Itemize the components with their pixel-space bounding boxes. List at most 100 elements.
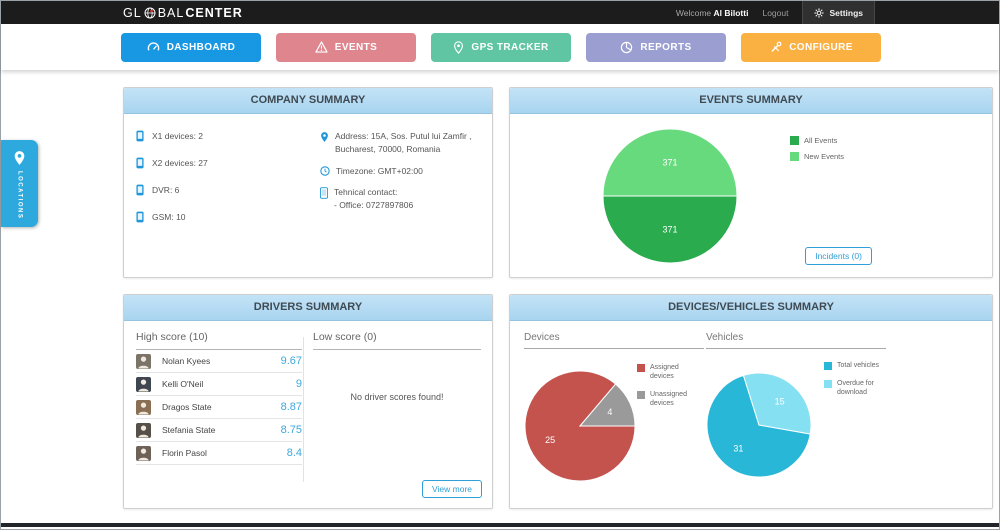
svg-text:4: 4	[607, 407, 612, 417]
legend-item: Overdue for download	[824, 379, 889, 397]
legend-label: Assigned devices	[650, 364, 679, 381]
devices-pie-chart: 25 4	[524, 370, 636, 482]
gauge-icon	[147, 41, 160, 54]
driver-avatar	[136, 445, 151, 461]
company-summary-body: X1 devices: 2 X2 devices: 27 DVR: 6 GSM:…	[124, 114, 492, 277]
driver-avatar	[136, 353, 151, 369]
logout-link[interactable]: Logout	[762, 7, 789, 18]
svg-text:15: 15	[775, 397, 785, 407]
legend-swatch	[824, 380, 832, 389]
legend-label: Unassigned devices	[650, 391, 687, 408]
drivers-summary-body: High score (10) Nolan Kyees 9.67 Kelli O…	[124, 321, 492, 508]
address-row: Address: 15A, Sos. Putul lui Zamfir , Bu…	[320, 130, 485, 156]
devices-vehicles-body: Devices Vehicles 25 4 Assigned devices Un…	[510, 321, 992, 508]
logo-text: GL	[123, 5, 142, 20]
nav-label: EVENTS	[334, 41, 378, 53]
mobile-device-icon	[136, 157, 144, 169]
legend-item: Unassigned devices	[637, 390, 702, 408]
legend-label: Overdue for download	[837, 380, 874, 397]
drivers-summary-title: DRIVERS SUMMARY	[124, 295, 492, 321]
low-score-header: Low score (0)	[313, 331, 481, 350]
vehicles-pie-chart: 31 15	[706, 372, 812, 478]
svg-text:31: 31	[733, 443, 743, 453]
nav-gps-tracker-button[interactable]: GPS TRACKER	[431, 32, 571, 62]
mobile-device-icon	[136, 184, 144, 196]
wrench-icon	[769, 41, 782, 54]
app-logo: GL BAL CENTER	[123, 1, 243, 24]
legend-swatch	[637, 364, 645, 372]
driver-name: Stefania State	[162, 425, 216, 435]
company-summary-panel: COMPANY SUMMARY X1 devices: 2 X2 devices…	[123, 87, 493, 278]
timezone-row: Timezone: GMT+02:00	[320, 165, 485, 178]
driver-score: 9	[295, 378, 302, 390]
address-pin-icon	[321, 132, 328, 142]
legend-label: Total vehicles	[837, 362, 880, 369]
nav-label: REPORTS	[640, 41, 692, 53]
device-count-list: X1 devices: 2 X2 devices: 27 DVR: 6 GSM:…	[136, 130, 208, 238]
events-pie-chart: 371 371	[602, 128, 738, 264]
column-divider	[303, 337, 304, 482]
warning-icon	[315, 41, 328, 53]
device-count-item: DVR: 6	[136, 184, 208, 196]
address-text: Address: 15A, Sos. Putul lui Zamfir , Bu…	[335, 131, 472, 154]
nav-events-button[interactable]: EVENTS	[276, 32, 416, 62]
svg-text:371: 371	[662, 225, 677, 235]
location-pin-icon	[14, 151, 25, 165]
driver-avatar	[136, 422, 151, 438]
device-count-item: X1 devices: 2	[136, 130, 208, 142]
device-count-item: X2 devices: 27	[136, 157, 208, 169]
globe-icon	[144, 7, 156, 18]
welcome-text: Welcome Al Bilotti	[675, 7, 749, 18]
driver-row[interactable]: Nolan Kyees 9.67	[136, 350, 302, 373]
devices-vehicles-title: DEVICES/VEHICLES SUMMARY	[510, 295, 992, 321]
main-nav: DASHBOARD EVENTS GPS TRACKER REPORTS CON…	[1, 24, 999, 70]
mobile-device-icon	[136, 130, 144, 142]
contact-text: Tehnical contact: - Office: 0727897806	[334, 187, 414, 210]
map-pin-icon	[453, 40, 464, 54]
events-legend: All Events New Events	[790, 136, 844, 168]
svg-text:371: 371	[662, 158, 677, 168]
legend-item: All Events	[790, 136, 844, 145]
driver-row[interactable]: Florin Pasol 8.4	[136, 442, 302, 465]
legend-label: All Events	[804, 136, 838, 145]
nav-dashboard-button[interactable]: DASHBOARD	[121, 32, 261, 62]
driver-avatar	[136, 376, 151, 392]
legend-item: Total vehicles	[824, 361, 889, 370]
device-count-item: GSM: 10	[136, 211, 208, 223]
driver-score: 8.4	[286, 447, 302, 459]
user-name: Al Bilotti	[713, 7, 749, 18]
locations-label: LOCATIONS	[16, 171, 23, 220]
drivers-summary-panel: DRIVERS SUMMARY High score (10) Nolan Ky…	[123, 294, 493, 509]
driver-avatar	[136, 399, 151, 415]
driver-name: Florin Pasol	[162, 448, 207, 458]
legend-swatch	[790, 136, 799, 145]
clock-icon	[320, 165, 330, 176]
devices-legend: Assigned devices Unassigned devices	[637, 363, 702, 417]
nav-configure-button[interactable]: CONFIGURE	[741, 32, 881, 62]
locations-tab[interactable]: LOCATIONS	[1, 140, 38, 227]
driver-name: Kelli O'Neil	[162, 379, 204, 389]
legend-item: New Events	[790, 152, 844, 161]
driver-name: Dragos State	[162, 402, 212, 412]
driver-row[interactable]: Dragos State 8.87	[136, 396, 302, 419]
topbar: GL BAL CENTER Welcome Al Bilotti Logout	[1, 1, 999, 24]
pie-chart-icon	[620, 41, 633, 54]
vehicles-header: Vehicles	[706, 332, 886, 349]
vehicles-legend: Total vehicles Overdue for download	[824, 361, 889, 406]
driver-row[interactable]: Kelli O'Neil 9	[136, 373, 302, 396]
settings-button[interactable]: Settings	[802, 1, 875, 24]
view-more-button[interactable]: View more	[422, 480, 482, 498]
nav-reports-button[interactable]: REPORTS	[586, 32, 726, 62]
legend-item: Assigned devices	[637, 363, 702, 381]
driver-score: 8.87	[280, 401, 302, 413]
no-scores-message: No driver scores found!	[350, 392, 444, 402]
logo-text: BAL	[157, 5, 185, 20]
driver-row[interactable]: Stefania State 8.75	[136, 419, 302, 442]
svg-text:25: 25	[545, 435, 555, 445]
driver-name: Nolan Kyees	[162, 356, 211, 366]
incidents-button[interactable]: Incidents (0)	[805, 247, 872, 265]
driver-score: 8.75	[280, 424, 302, 436]
logo-text-bold: CENTER	[185, 5, 243, 20]
high-score-header: High score (10)	[136, 331, 302, 350]
driver-score: 9.67	[280, 355, 302, 367]
